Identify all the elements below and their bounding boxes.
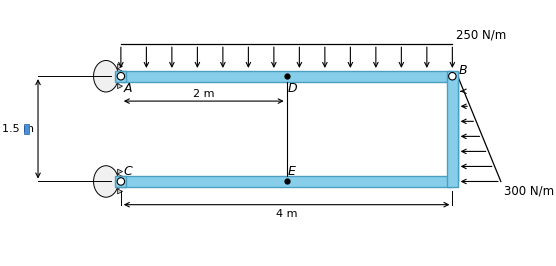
Polygon shape	[117, 184, 122, 189]
Polygon shape	[117, 174, 122, 179]
Ellipse shape	[93, 60, 118, 92]
Polygon shape	[117, 74, 122, 79]
FancyBboxPatch shape	[121, 71, 453, 82]
Polygon shape	[117, 69, 122, 74]
FancyBboxPatch shape	[24, 124, 29, 134]
Circle shape	[117, 178, 125, 185]
Ellipse shape	[93, 166, 118, 197]
Text: A: A	[123, 82, 132, 95]
Text: C: C	[123, 165, 132, 178]
Circle shape	[117, 73, 125, 80]
FancyBboxPatch shape	[116, 176, 126, 187]
Polygon shape	[117, 64, 122, 69]
Text: 1.5 m: 1.5 m	[2, 124, 34, 134]
Polygon shape	[117, 79, 122, 84]
Polygon shape	[117, 84, 122, 89]
Text: E: E	[287, 165, 295, 178]
Polygon shape	[117, 169, 122, 174]
FancyBboxPatch shape	[447, 71, 458, 187]
FancyBboxPatch shape	[116, 71, 126, 82]
Polygon shape	[117, 179, 122, 184]
Text: 300 N/m: 300 N/m	[504, 185, 554, 198]
Text: D: D	[287, 82, 297, 95]
Text: B: B	[459, 64, 468, 77]
Circle shape	[449, 73, 456, 80]
Text: 250 N/m: 250 N/m	[456, 28, 507, 41]
Polygon shape	[117, 189, 122, 194]
Text: 4 m: 4 m	[276, 209, 297, 219]
Text: 2 m: 2 m	[193, 89, 215, 99]
FancyBboxPatch shape	[121, 176, 453, 187]
